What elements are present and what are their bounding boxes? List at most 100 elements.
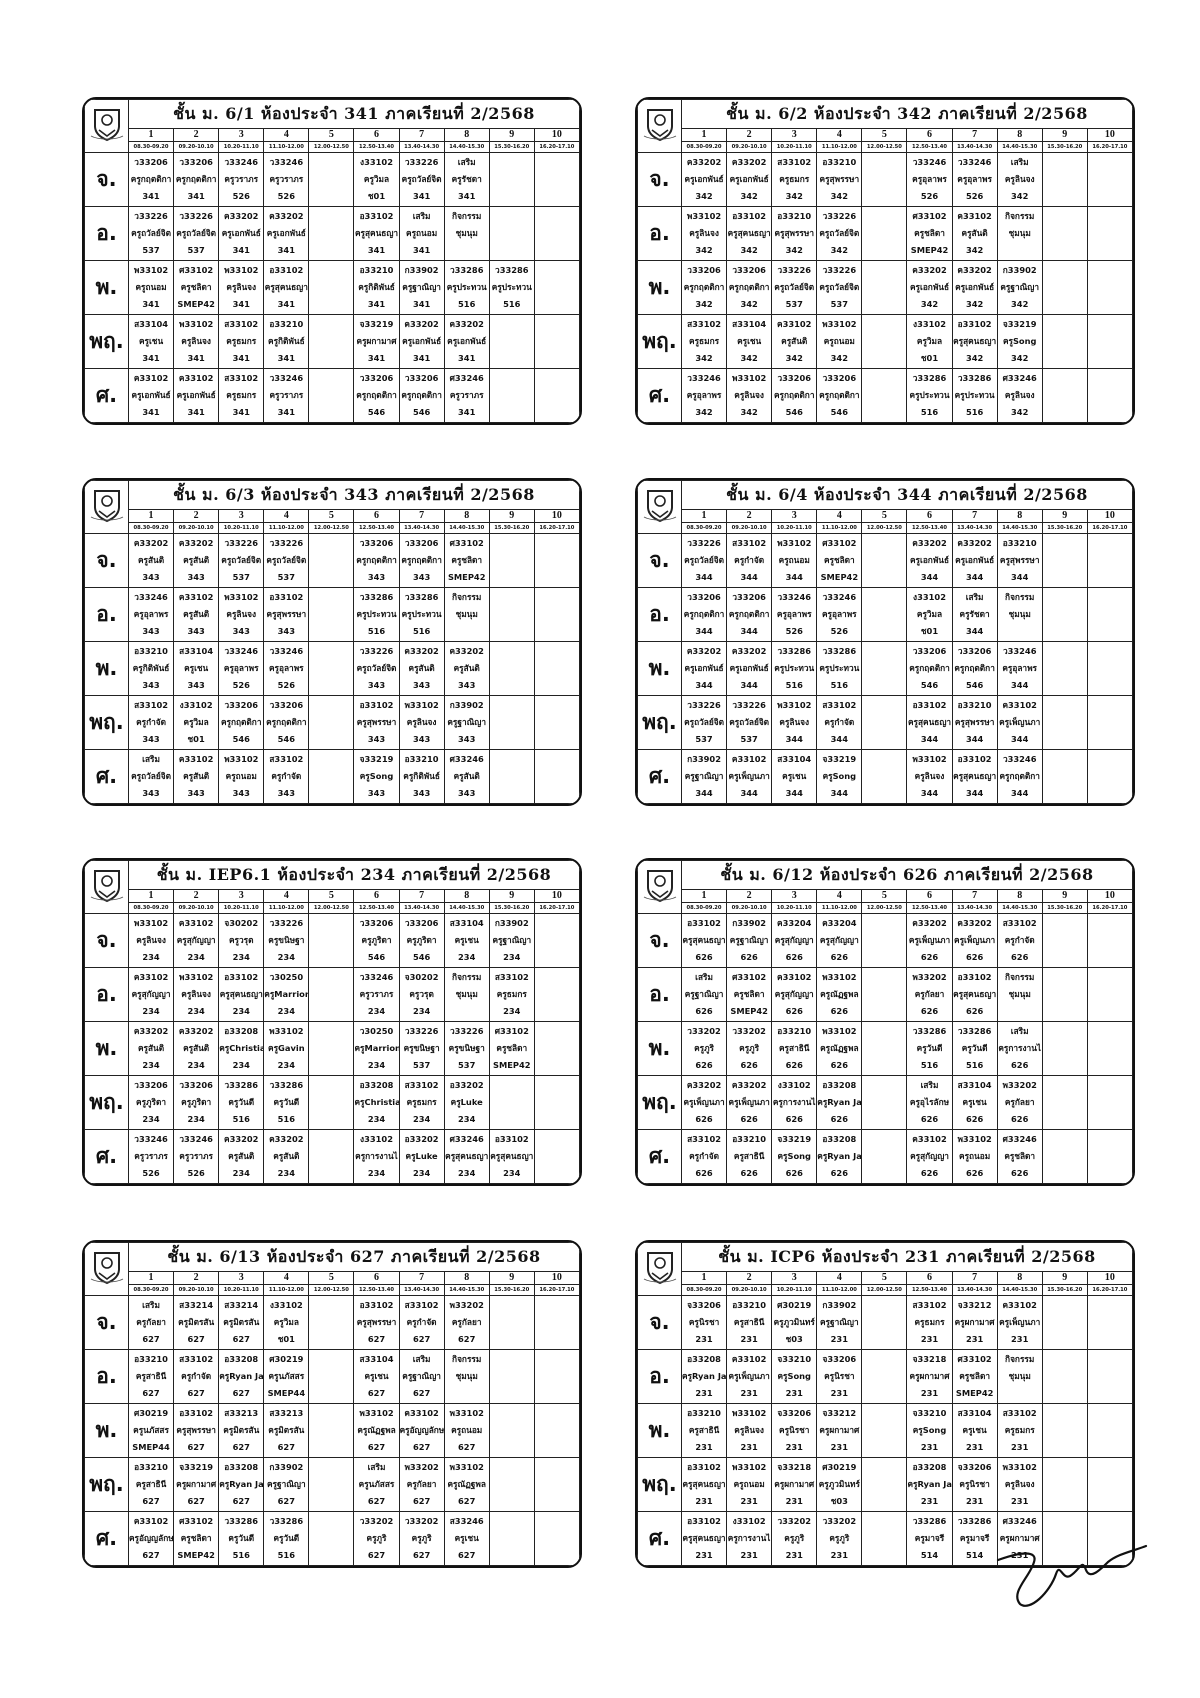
subject-code: พ33202 [1002, 1080, 1037, 1090]
empty-slot [1086, 1349, 1133, 1404]
room-number: 234 [412, 1168, 431, 1178]
class-slot: เสริม ครูอุไรลักษ 626 [906, 1075, 953, 1130]
class-slot: ง33102 ครูการงานไ 234 [353, 1129, 400, 1184]
teacher-name: ครูกฤตติกา [728, 282, 770, 292]
class-slot: ว33206 ครูกฤตติกา 546 [398, 368, 445, 423]
teacher-name: ชุมนุม [455, 1371, 478, 1381]
room-number: 343 [412, 680, 431, 690]
teacher-name: ครูอัญญลักษ [129, 1533, 174, 1543]
teacher-name: ครูสาธินี [135, 1371, 167, 1381]
subject-code: ว33246 [134, 592, 168, 602]
period-time: 13.40-14.30 [951, 522, 998, 534]
room-number: 341 [367, 245, 386, 255]
day-label: พฤ. [637, 695, 682, 750]
room-number: 627 [458, 1334, 476, 1344]
class-slot: ค33204 ครูสุกัญญา 626 [771, 913, 818, 968]
class-slot: พ33102 ครูลินจง 234 [127, 913, 175, 968]
room-number: 342 [830, 245, 848, 255]
subject-code: ค33102 [912, 1134, 947, 1144]
subject-code: ค33202 [957, 918, 992, 928]
empty-slot [861, 314, 908, 369]
day-row: ศ. ว33246 ครูวราภร 526 ว33246 ครูวราภร 526 ค332… [84, 1129, 580, 1184]
period-number: 5 [308, 128, 355, 142]
room-number: 341 [142, 299, 160, 309]
empty-slot [1041, 368, 1088, 423]
class-slot: ศ30219 ครูภูวมินทร์ ช03 [771, 1295, 818, 1350]
teacher-name: ครูขนิษฐา [268, 935, 305, 945]
teacher-name: ครูกฤตติกา [130, 174, 172, 184]
subject-code: เสริม [367, 1462, 386, 1472]
room-number: 231 [920, 1334, 939, 1344]
subject-code: ค33202 [912, 265, 947, 275]
room-number: 342 [1011, 407, 1029, 417]
room-number: 526 [830, 626, 848, 636]
room-number: 234 [187, 1060, 205, 1070]
teacher-name: ครูภูริดา [406, 935, 437, 945]
room-number: 231 [695, 1496, 713, 1506]
teacher-name: ครูสุกัญญา [774, 935, 814, 945]
subject-code: พ33102 [178, 319, 214, 329]
subject-code: อ33208 [687, 1354, 721, 1364]
teacher-name: ครูภูริ [829, 1533, 850, 1543]
subject-code: เสริม [142, 754, 160, 764]
room-number: 343 [142, 734, 160, 744]
class-slot: ค33202 ครูสันติ 343 [173, 533, 220, 588]
timetable-title: ชั้น ม. 6/12 ห้องประจำ 626 ภาคเรียนที่ 2… [681, 860, 1133, 890]
class-slot: ส33213 ครูมิตรสัน 627 [263, 1403, 310, 1458]
teacher-name: ครูขนิษฐา [448, 1043, 485, 1053]
room-number: 516 [965, 407, 984, 417]
class-slot: อ33202 ครูLuke 234 [443, 1075, 490, 1130]
subject-code: ว33206 [687, 592, 721, 602]
subject-code: เสริม [412, 211, 431, 221]
class-slot: ค33202 ครูเอกพันธ์ 341 [398, 314, 445, 369]
teacher-name: ครูภูวมินทร์ [773, 1317, 815, 1327]
day-row: พฤ. ส33102 ครูธมกร 342 ส33104 ครูเชน 342 ค33102… [637, 314, 1133, 369]
period-time: 11.10-12.00 [816, 902, 863, 914]
class-slot: ส33104 ครูเชน 341 [127, 314, 175, 369]
subject-code: ว30250 [359, 1026, 394, 1036]
class-slot: กิจกรรม ชุมนุม [996, 206, 1043, 261]
class-slot: ว33206 ครูกฤตติกา 546 [353, 368, 400, 423]
room-number: 231 [830, 1442, 848, 1452]
empty-slot [1041, 1295, 1088, 1350]
teacher-name: ครูขนิษฐา [403, 1043, 440, 1053]
teacher-name: ครูประทวน [909, 390, 950, 400]
empty-slot [533, 1295, 580, 1350]
subject-code: อ33102 [179, 1408, 214, 1418]
subject-code: ว33206 [777, 373, 811, 383]
teacher-name: ครูกฤตติกา [909, 663, 950, 673]
teacher-name: ครูอุลาพร [957, 174, 992, 184]
teacher-name: ครูฐาณิญา [684, 771, 724, 781]
subject-code: ส33102 [687, 319, 722, 329]
subject-code: อ33208 [224, 1026, 259, 1036]
school-logo [637, 860, 682, 914]
class-slot: กิจกรรม ชุมนุม [443, 967, 490, 1022]
subject-code: ว33206 [269, 700, 304, 710]
room-number: 627 [142, 1388, 160, 1398]
class-slot: อ33210 ครูสาธินี 627 [127, 1349, 175, 1404]
room-number: SMEP44 [267, 1388, 306, 1398]
teacher-name: ครูนภัสสร [358, 1479, 395, 1489]
room-number: 234 [187, 1114, 205, 1124]
room-number: 342 [740, 353, 758, 363]
room-number: 537 [458, 1060, 476, 1070]
teacher-name: ครูสุพรรษา [266, 609, 307, 619]
class-slot: ว33202 ครูภูริ 626 [680, 1021, 728, 1076]
class-slot: ค33102 ครูสันติ 342 [951, 206, 998, 261]
teacher-name: ครูชลิดา [823, 555, 855, 565]
day-label: ศ. [84, 749, 129, 804]
teacher-name: ครูอุลาพร [821, 609, 857, 619]
period-time: 09.20-10.10 [726, 522, 773, 534]
class-slot: อ33102 ครูสุคนธญา 234 [488, 1129, 535, 1184]
teacher-name: ครูภูริ [784, 1533, 805, 1543]
teacher-name: ครูสุกัญญา [819, 935, 859, 945]
period-time: 10.20-11.10 [218, 141, 265, 153]
day-row: จ. อ33102 ครูสุคนธญา 626 ก33902 ครูฐาณิญา 626 ค… [637, 913, 1133, 968]
class-slot: ว33226 ครูถวัลย์จิต 537 [127, 206, 175, 261]
room-number: 626 [740, 1114, 758, 1124]
teacher-name: ครูถนอม [733, 1479, 765, 1489]
class-slot: จ33206 ครูนิรชา 231 [951, 1457, 998, 1512]
period-time: 10.20-11.10 [771, 1284, 818, 1296]
teacher-name: ครูสันติ [137, 1043, 165, 1053]
